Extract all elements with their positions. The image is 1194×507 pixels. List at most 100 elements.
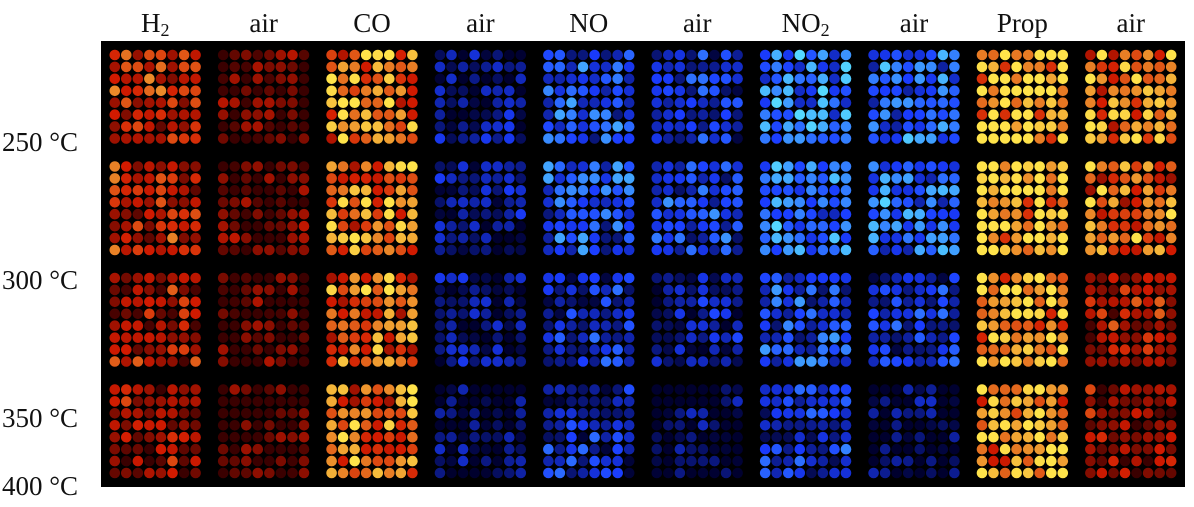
sensor-dot bbox=[178, 61, 190, 73]
sensor-dot bbox=[709, 173, 720, 184]
sensor-dot bbox=[1131, 133, 1142, 144]
sensor-dot bbox=[1119, 133, 1131, 144]
sensor-dot bbox=[1108, 121, 1119, 132]
sensor-dot bbox=[891, 408, 902, 419]
sensor-dot bbox=[937, 244, 949, 256]
sensor-dot bbox=[937, 173, 949, 184]
sensor-dot bbox=[817, 431, 829, 443]
sensor-dot bbox=[771, 320, 782, 332]
sensor-dot bbox=[1131, 232, 1142, 244]
sensor-dot bbox=[121, 121, 132, 132]
sensor-dot bbox=[720, 272, 732, 284]
sensor-dot bbox=[287, 431, 298, 443]
sensor-dot bbox=[217, 244, 229, 256]
sensor-dot bbox=[902, 320, 914, 332]
sensor-dot bbox=[1034, 344, 1045, 355]
sensor-dot bbox=[407, 208, 418, 220]
sensor-dot bbox=[252, 49, 264, 61]
sensor-dot bbox=[783, 220, 794, 232]
sensor-dot bbox=[1011, 384, 1022, 395]
sensor-dot bbox=[457, 121, 469, 132]
sensor-dot bbox=[337, 109, 349, 120]
sensor-dot bbox=[1165, 408, 1177, 419]
sensor-dot bbox=[829, 185, 840, 196]
sensor-dot bbox=[806, 308, 817, 320]
sensor-dot bbox=[674, 109, 686, 120]
sensor-dot bbox=[469, 173, 480, 184]
sensor-dot bbox=[623, 308, 635, 320]
sensor-dot bbox=[1154, 173, 1165, 184]
sensor-dot bbox=[926, 161, 937, 172]
sensor-dot bbox=[697, 272, 709, 284]
sensor-dot bbox=[446, 73, 457, 85]
sensor-dot bbox=[1011, 332, 1022, 344]
sensor-dot bbox=[241, 455, 252, 467]
sensor-dot bbox=[949, 173, 960, 184]
sensor-dot bbox=[155, 109, 167, 120]
sensor-dot bbox=[492, 49, 504, 61]
sensor-dot bbox=[543, 208, 554, 220]
sensor-dot bbox=[1034, 384, 1045, 395]
sensor-dot bbox=[554, 121, 566, 132]
sensor-dot bbox=[1034, 467, 1045, 479]
sensor-dot bbox=[1119, 220, 1131, 232]
sensor-dot bbox=[840, 431, 852, 443]
sensor-dot bbox=[492, 320, 504, 332]
sensor-dot bbox=[446, 408, 457, 419]
sensor-dot bbox=[1034, 97, 1045, 108]
sensor-dot bbox=[891, 232, 902, 244]
sensor-dot bbox=[326, 455, 337, 467]
sensor-block-r3-c6 bbox=[759, 384, 852, 479]
sensor-dot bbox=[144, 244, 155, 256]
sensor-dot bbox=[337, 396, 349, 407]
sensor-dot bbox=[1108, 308, 1119, 320]
sensor-dot bbox=[759, 320, 771, 332]
sensor-dot bbox=[759, 185, 771, 196]
sensor-dot bbox=[1154, 220, 1165, 232]
sensor-dot bbox=[372, 356, 384, 367]
sensor-block-r1-c1 bbox=[217, 161, 310, 256]
sensor-dot bbox=[1165, 173, 1177, 184]
sensor-dot bbox=[926, 121, 937, 132]
sensor-dot bbox=[407, 49, 418, 61]
sensor-block-r3-c9 bbox=[1085, 384, 1177, 479]
sensor-dot bbox=[360, 396, 372, 407]
sensor-dot bbox=[976, 133, 988, 144]
sensor-dot bbox=[178, 420, 190, 431]
sensor-dot bbox=[794, 431, 806, 443]
sensor-dot bbox=[1096, 443, 1108, 455]
sensor-dot bbox=[999, 109, 1011, 120]
sensor-block-r0-c8 bbox=[976, 49, 1069, 144]
sensor-dot bbox=[794, 197, 806, 208]
sensor-dot bbox=[132, 49, 144, 61]
sensor-dot bbox=[1085, 73, 1096, 85]
sensor-dot bbox=[109, 272, 121, 284]
sensor-dot bbox=[457, 232, 469, 244]
sensor-dot bbox=[709, 133, 720, 144]
sensor-dot bbox=[167, 173, 178, 184]
sensor-dot bbox=[868, 408, 879, 419]
sensor-dot bbox=[651, 49, 663, 61]
sensor-dot bbox=[759, 408, 771, 419]
sensor-dot bbox=[759, 420, 771, 431]
sensor-dot bbox=[686, 431, 697, 443]
sensor-dot bbox=[504, 61, 515, 73]
sensor-dot bbox=[817, 467, 829, 479]
sensor-dot bbox=[1096, 244, 1108, 256]
sensor-dot bbox=[1022, 332, 1034, 344]
sensor-dot bbox=[349, 232, 360, 244]
sensor-dot bbox=[1096, 133, 1108, 144]
sensor-dot bbox=[167, 431, 178, 443]
sensor-dot bbox=[949, 384, 960, 395]
sensor-block-r1-c5 bbox=[651, 161, 743, 256]
sensor-dot bbox=[229, 408, 240, 419]
sensor-dot bbox=[190, 61, 201, 73]
sensor-dot bbox=[543, 133, 554, 144]
sensor-dot bbox=[976, 420, 988, 431]
sensor-dot bbox=[1142, 320, 1154, 332]
sensor-dot bbox=[229, 431, 240, 443]
sensor-dot bbox=[891, 467, 902, 479]
sensor-dot bbox=[504, 455, 515, 467]
sensor-dot bbox=[926, 272, 937, 284]
sensor-dot bbox=[759, 296, 771, 308]
